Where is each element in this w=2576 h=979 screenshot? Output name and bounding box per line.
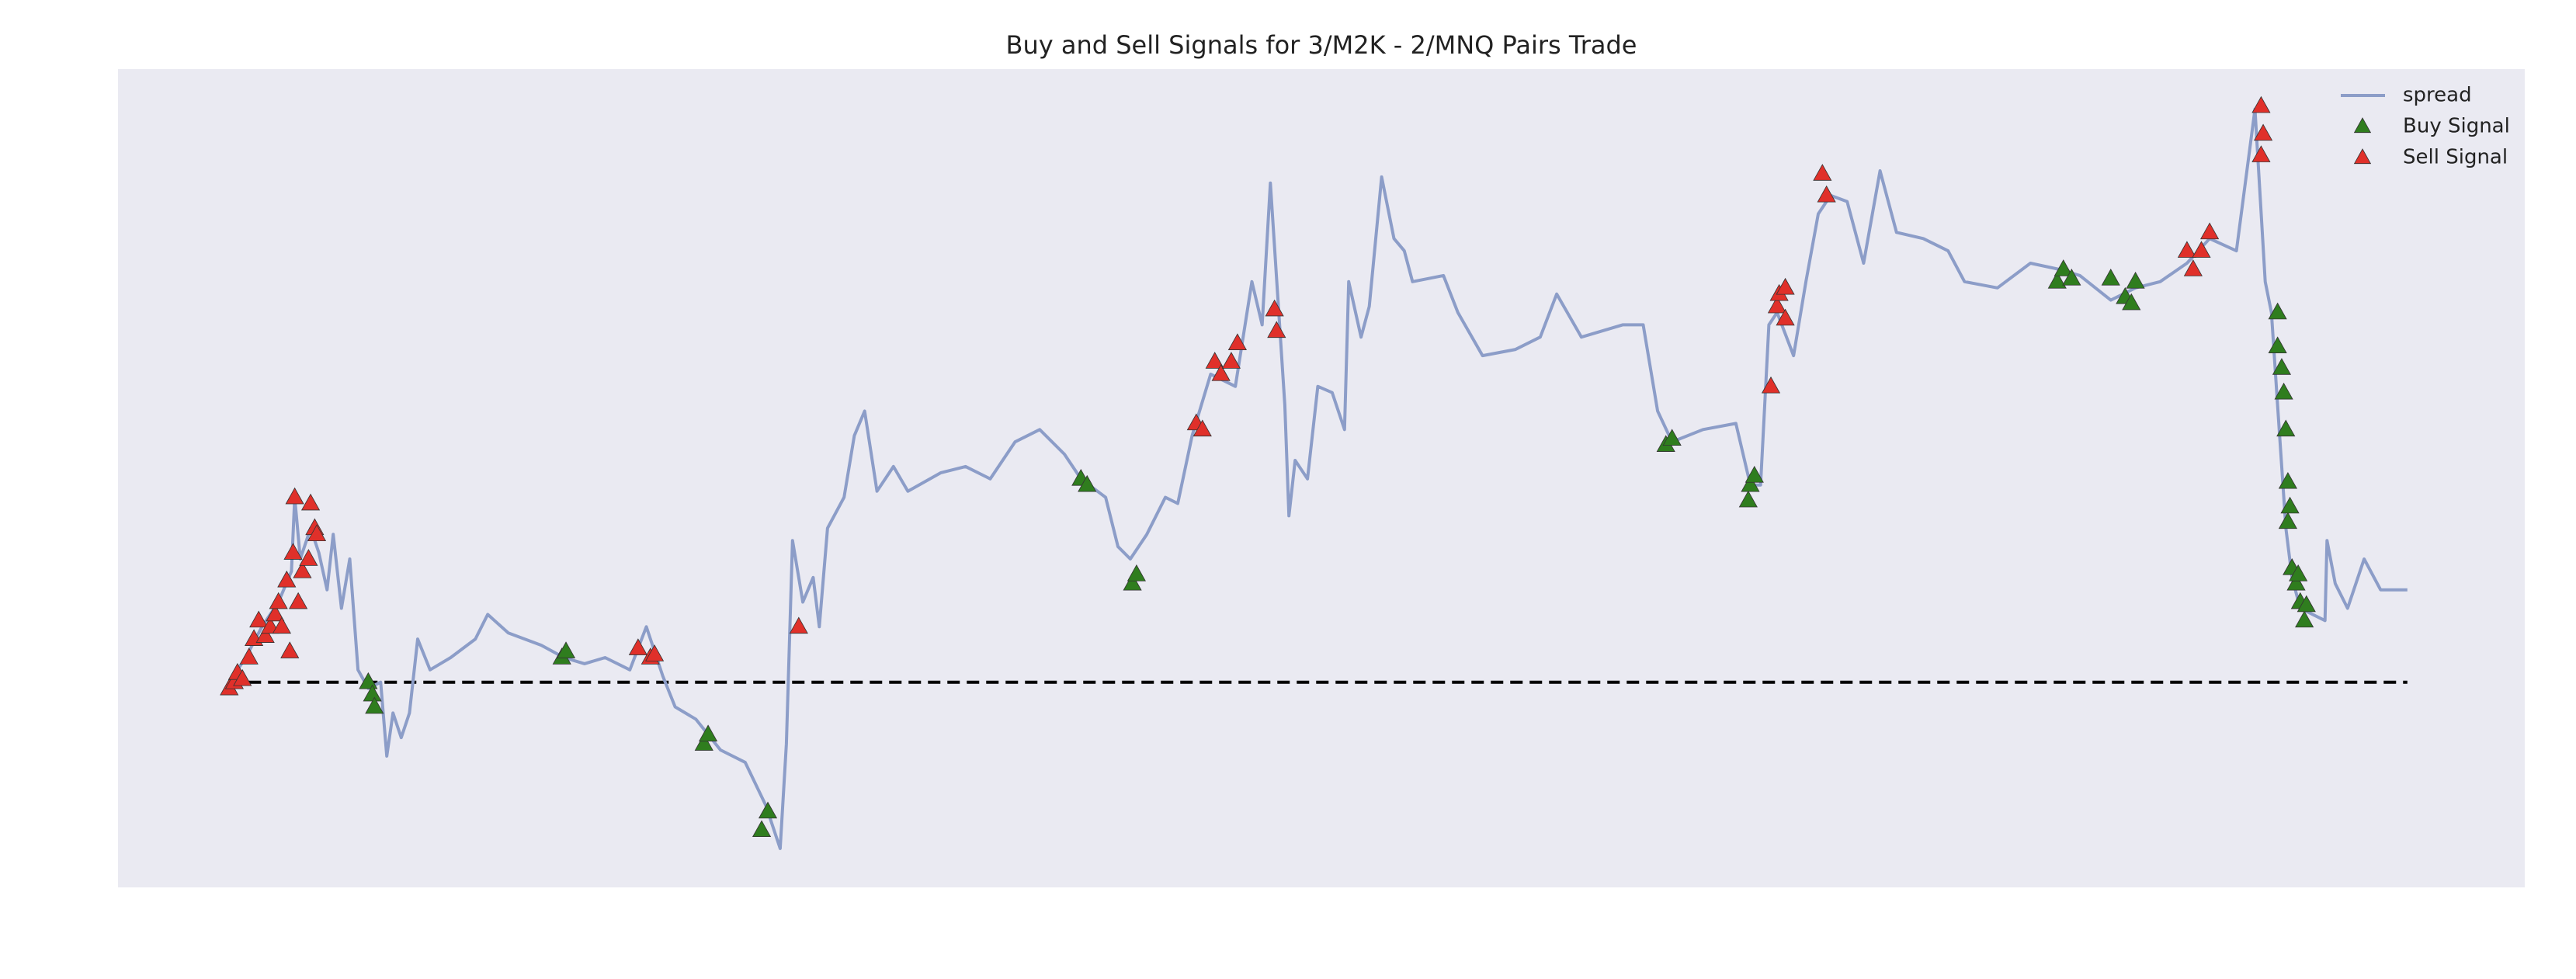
signal-marker [2272,358,2292,375]
signal-marker [1745,466,1764,483]
signal-marker [285,487,304,505]
signal-marker [1267,321,1286,338]
legend-label: Sell Signal [2403,146,2508,169]
signal-marker [280,641,300,658]
signal-marker [2276,419,2296,437]
signal-marker [255,626,275,643]
labels: spread Buy Signal Sell Signal [2341,84,2510,169]
signal-marker [789,616,808,634]
signal-marker [266,604,285,622]
signal-marker [1776,308,1795,326]
signal-marker [2268,336,2287,353]
signal-marker [2278,471,2297,489]
signal-marker [365,696,384,714]
signal-marker [1817,185,1836,203]
signal-marker [1813,164,1832,181]
signal-marker [2054,259,2073,276]
signal-marker [289,592,308,609]
plot-background [118,69,2525,887]
signal-marker [2101,269,2120,286]
signal-marker [277,570,297,588]
signal-marker [1211,364,1231,381]
signal-marker [1221,352,1241,369]
signal-marker [2297,595,2316,613]
spread-line [227,107,2408,850]
signal-marker [1078,474,1097,492]
signal-marker [2192,241,2211,258]
signal-marker [1127,564,1146,581]
signal-marker [645,644,665,661]
signal-marker [2126,271,2145,289]
legend-label: Buy Signal [2403,115,2510,138]
signal-marker [694,734,713,751]
signal-marker [359,672,378,689]
signal-marker [2295,610,2314,628]
signal-marker [2286,573,2306,591]
signal-marker [2177,241,2196,258]
signal-marker [758,801,778,819]
signal-marker [2062,269,2081,286]
signal-marker [272,616,291,634]
signal-marker [1761,376,1781,394]
signal-marker [2289,564,2308,581]
signal-marker [1227,333,1247,350]
legend-marker [2353,117,2372,134]
signal-marker [2253,123,2273,141]
signal-marker [1662,429,1682,446]
signal-marker [2251,95,2271,113]
signal-marker [2274,382,2293,400]
signal-marker [1205,352,1224,369]
signal-marker [1776,277,1795,295]
signal-marker [2251,145,2271,162]
signal-marker [307,524,327,542]
signal-marker [249,610,269,628]
signal-marker [698,724,718,741]
signal-marker [2122,293,2141,311]
marks [220,95,2408,850]
signal-marker [556,641,576,658]
signal-marker [2183,259,2203,276]
signal-marker [299,549,318,566]
signal-marker [260,616,280,634]
legend-marker [2353,148,2372,165]
signal-marker [283,543,303,560]
legend-label: spread [2403,84,2472,107]
signal-marker [1741,474,1760,492]
signal-marker [293,561,312,578]
signal-marker [269,592,288,609]
signal-marker [1265,299,1284,317]
signal-marker [300,493,321,511]
signal-marker [239,647,259,665]
signal-marker [1193,419,1212,437]
signal-marker [2200,222,2220,240]
signal-marker [2278,512,2297,529]
signal-marker [628,638,647,655]
signal-marker [1123,573,1142,591]
signal-marker [2280,496,2300,514]
signal-marker [2268,302,2287,320]
signal-marker [2047,271,2067,289]
signal-marker [752,820,772,837]
chart-title: Buy and Sell Signals for 3/M2K - 2/MNQ P… [1006,30,1637,60]
signal-marker [1767,296,1787,314]
signal-marker [1738,490,1758,508]
signal-marker [233,668,252,686]
